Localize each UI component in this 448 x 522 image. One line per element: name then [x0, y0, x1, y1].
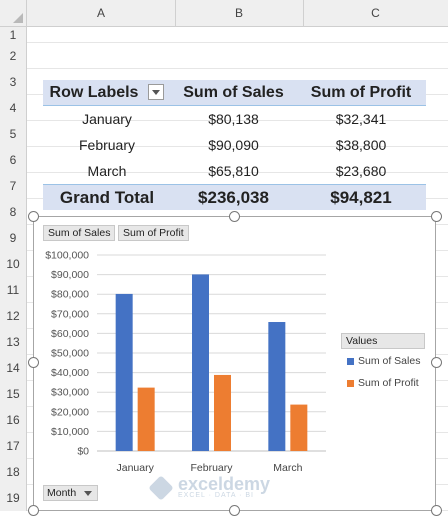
- chart-resize-handle-bottom-right[interactable]: [431, 505, 442, 516]
- grand-total-label[interactable]: Grand Total: [59, 187, 155, 207]
- row-label[interactable]: January: [82, 111, 132, 127]
- sum-of-profit-field-button[interactable]: Sum of Profit: [118, 225, 189, 241]
- row-header-4[interactable]: 4: [0, 95, 27, 121]
- row-gridline: [27, 68, 448, 69]
- y-tick-label: $10,000: [51, 426, 89, 438]
- legend-title[interactable]: Values: [341, 333, 425, 349]
- pivot-header-row: Row Labels Sum of Sales Sum of Profit: [43, 80, 426, 106]
- legend-label-profit: Sum of Profit: [358, 377, 419, 389]
- sales-value[interactable]: $65,810: [208, 163, 259, 179]
- y-tick-label: $60,000: [51, 328, 89, 340]
- watermark-tagline: EXCEL · DATA · BI: [178, 492, 254, 499]
- watermark-name: exceldemy: [178, 474, 271, 494]
- row-header-10[interactable]: 10: [0, 251, 27, 277]
- row-header-9[interactable]: 9: [0, 225, 27, 251]
- pivot-row-february: February $90,090 $38,800: [43, 132, 426, 158]
- legend-swatch-profit: [347, 379, 354, 387]
- row-header-19[interactable]: 19: [0, 485, 27, 511]
- row-gridline: [27, 42, 448, 43]
- column-header-a[interactable]: A: [27, 0, 175, 27]
- column-a-label: A: [96, 6, 105, 20]
- bar-sales-february[interactable]: [192, 274, 209, 451]
- chart-resize-handle-top[interactable]: [229, 211, 240, 222]
- pivot-grand-total-row: Grand Total $236,038 $94,821: [43, 184, 426, 210]
- column-b-label: B: [234, 6, 243, 20]
- chart-resize-handle-left[interactable]: [28, 357, 39, 368]
- chart-resize-handle-bottom-left[interactable]: [28, 505, 39, 516]
- pivot-row-march: March $65,810 $23,680: [43, 158, 426, 184]
- bar-profit-january[interactable]: [137, 387, 155, 451]
- pivot-chart[interactable]: Sum of Sales Sum of Profit $0 $10,000 $20,…: [33, 216, 436, 511]
- column-divider: [175, 0, 176, 27]
- y-tick-label: $30,000: [51, 387, 89, 399]
- chart-resize-handle-bottom[interactable]: [229, 505, 240, 516]
- row-header-7[interactable]: 7: [0, 173, 27, 199]
- sum-of-sales-header: Sum of Sales: [183, 83, 284, 101]
- row-header-11[interactable]: 11: [0, 277, 27, 303]
- bar-sales-march[interactable]: [268, 322, 286, 451]
- x-tick-label: March: [273, 462, 302, 474]
- column-c-label: C: [371, 6, 380, 20]
- y-tick-label: $40,000: [51, 367, 89, 379]
- legend-swatch-sales: [347, 357, 354, 365]
- y-tick-label: $80,000: [51, 289, 89, 301]
- grand-total-sales[interactable]: $236,038: [198, 187, 269, 207]
- row-header-2[interactable]: 2: [0, 43, 27, 69]
- legend-label-sales: Sum of Sales: [358, 355, 421, 367]
- pivot-row-january: January $80,138 $32,341: [43, 106, 426, 132]
- y-tick-label: $0: [77, 446, 89, 458]
- bar-profit-february[interactable]: [214, 374, 231, 451]
- chart-plot-area: $0 $10,000 $20,000 $30,000 $40,000 $50,000 $60…: [45, 250, 326, 474]
- column-header-c[interactable]: C: [303, 0, 448, 27]
- profit-value[interactable]: $32,341: [335, 111, 387, 127]
- row-labels-text: Row Labels: [49, 83, 139, 101]
- x-tick-label: February: [190, 462, 233, 474]
- sum-of-sales-field-button[interactable]: Sum of Sales: [43, 225, 116, 241]
- profit-value[interactable]: $38,800: [335, 137, 387, 153]
- row-header-18[interactable]: 18: [0, 459, 27, 485]
- sales-value[interactable]: $90,090: [208, 137, 259, 153]
- select-all-corner[interactable]: [0, 0, 27, 27]
- row-header-13[interactable]: 13: [0, 329, 27, 355]
- y-tick-label: $100,000: [45, 250, 89, 262]
- x-tick-label: January: [116, 462, 154, 474]
- row-gridline: [27, 146, 448, 147]
- row-label[interactable]: February: [78, 137, 136, 153]
- sales-value[interactable]: $80,138: [208, 111, 259, 127]
- y-tick-label: $90,000: [51, 269, 89, 281]
- sum-of-profit-header: Sum of Profit: [310, 83, 412, 101]
- row-header-1[interactable]: 1: [0, 27, 27, 43]
- row-labels-header[interactable]: Row Labels: [43, 84, 171, 102]
- column-divider: [303, 0, 304, 27]
- row-header-8[interactable]: 8: [0, 199, 27, 225]
- row-label[interactable]: March: [87, 163, 127, 179]
- chart-resize-handle-right[interactable]: [431, 357, 442, 368]
- bar-profit-march[interactable]: [290, 404, 308, 451]
- row-header-15[interactable]: 15: [0, 381, 27, 407]
- y-tick-label: $50,000: [51, 348, 89, 360]
- chart-resize-handle-top-right[interactable]: [431, 211, 442, 222]
- row-header-16[interactable]: 16: [0, 407, 27, 433]
- row-header-3[interactable]: 3: [0, 69, 27, 95]
- grand-total-profit[interactable]: $94,821: [330, 187, 392, 207]
- legend-item-profit[interactable]: Sum of Profit: [347, 377, 419, 389]
- y-tick-label: $70,000: [51, 308, 89, 320]
- row-gridline: [27, 172, 448, 173]
- column-header-b[interactable]: B: [175, 0, 303, 27]
- chart-resize-handle-top-left[interactable]: [28, 211, 39, 222]
- month-field-button[interactable]: Month: [43, 485, 98, 501]
- legend-item-sales[interactable]: Sum of Sales: [347, 355, 420, 367]
- y-tick-label: $20,000: [51, 406, 89, 418]
- exceldemy-logo-icon: [148, 474, 174, 501]
- row-header-17[interactable]: 17: [0, 433, 27, 459]
- row-header-6[interactable]: 6: [0, 147, 27, 173]
- exceldemy-watermark: exceldemy EXCEL · DATA · BI: [148, 474, 271, 501]
- row-header-5[interactable]: 5: [0, 121, 27, 147]
- bar-sales-january[interactable]: [115, 293, 133, 451]
- profit-value[interactable]: $23,680: [335, 163, 387, 179]
- row-gridline: [27, 120, 448, 121]
- row-labels-filter-button[interactable]: [148, 84, 165, 101]
- row-header-12[interactable]: 12: [0, 303, 27, 329]
- row-header-14[interactable]: 14: [0, 355, 27, 381]
